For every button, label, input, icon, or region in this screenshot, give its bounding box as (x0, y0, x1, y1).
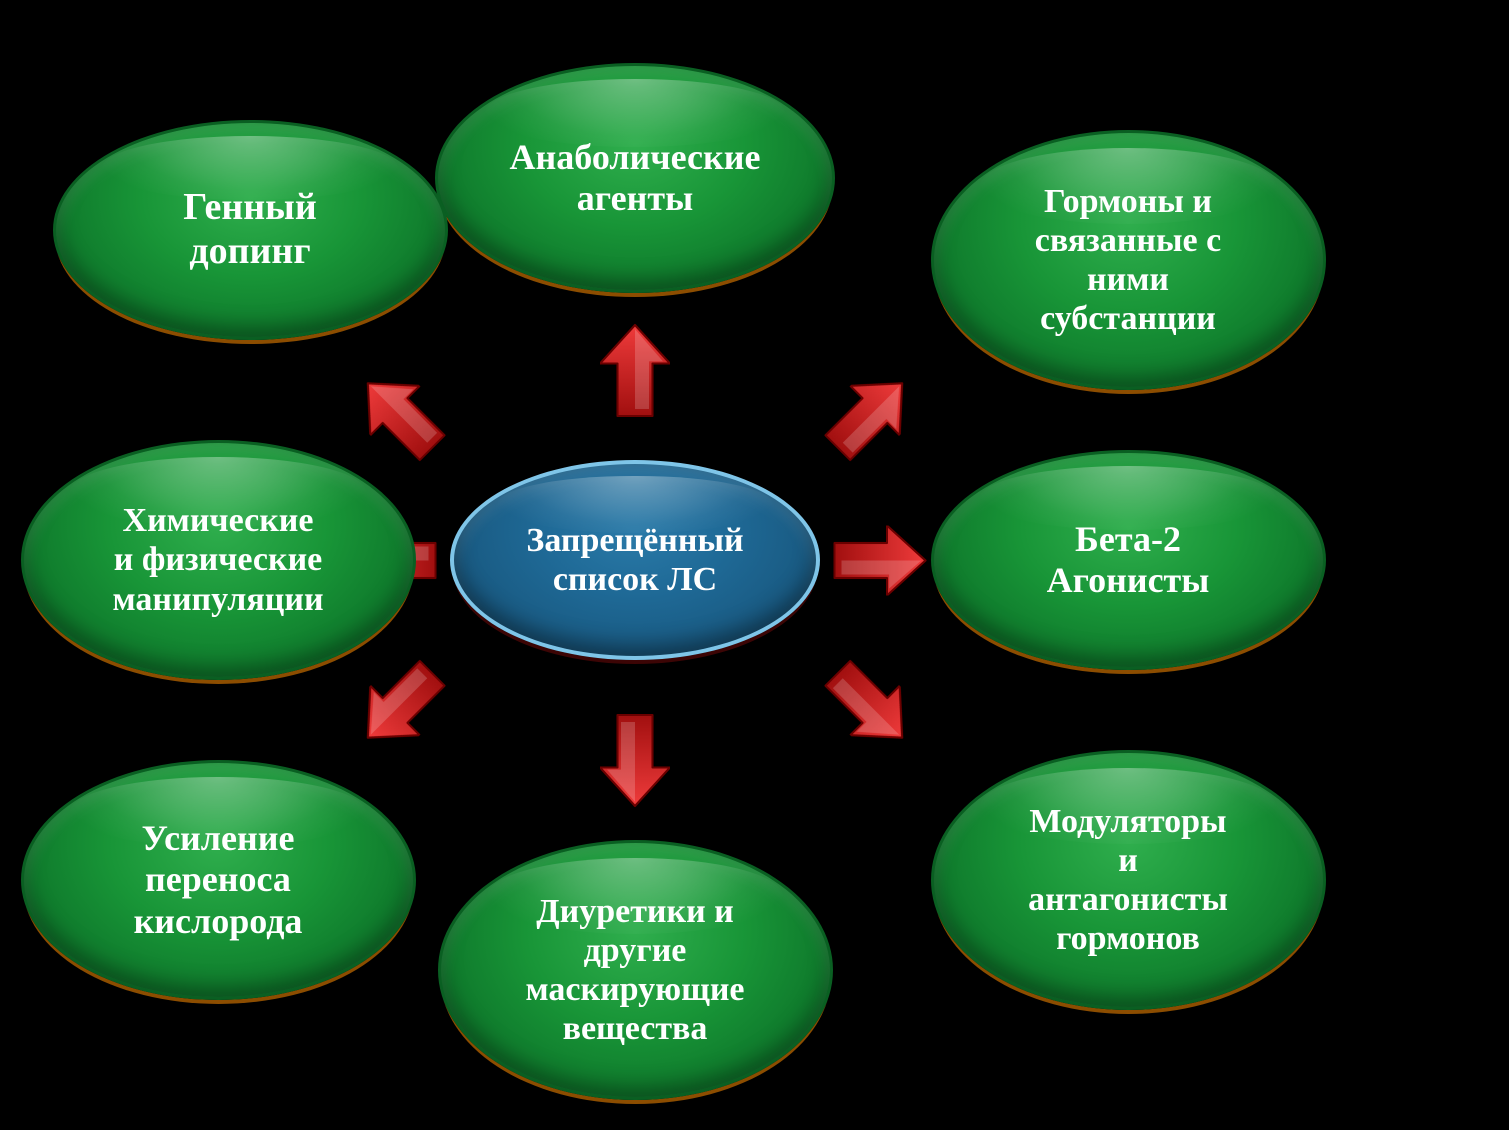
outer-node-oxygen: Усиление переноса кислорода (21, 760, 416, 1000)
arrow-to-anabolic (600, 323, 670, 418)
outer-node-anabolic-label: Анаболические агенты (492, 137, 779, 220)
outer-node-anabolic: Анаболические агенты (435, 63, 835, 293)
outer-node-diuretics-label: Диуретики и другие маскирующие вещества (507, 892, 762, 1048)
arrow-to-beta2 (833, 525, 928, 595)
arrow-to-hormones (812, 357, 929, 474)
arrow-to-modulators (812, 647, 929, 764)
arrow-to-oxygen (342, 647, 459, 764)
outer-node-hormones: Гормоны и связанные с ними субстанции (931, 130, 1326, 390)
outer-node-beta2-label: Бета-2 Агонисты (1029, 519, 1228, 602)
outer-node-modulators: Модуляторы и антагонисты гормонов (931, 750, 1326, 1010)
outer-node-chemphys-label: Химические и физические манипуляции (94, 501, 341, 618)
outer-node-diuretics: Диуретики и другие маскирующие вещества (438, 840, 833, 1100)
outer-node-gene: Генный допинг (53, 120, 448, 340)
arrow-to-gene (342, 357, 459, 474)
outer-node-modulators-label: Модуляторы и антагонисты гормонов (1010, 802, 1246, 958)
arrow-to-diuretics (600, 713, 670, 808)
center-node: Запрещённый список ЛС (450, 460, 820, 660)
outer-node-oxygen-label: Усиление переноса кислорода (116, 818, 321, 942)
outer-node-chemphys: Химические и физические манипуляции (21, 440, 416, 680)
outer-node-hormones-label: Гормоны и связанные с ними субстанции (1017, 182, 1239, 338)
outer-node-beta2: Бета-2 Агонисты (931, 450, 1326, 670)
diagram-stage: Анаболические агенты Гормоны и связанные … (0, 0, 1509, 1130)
center-node-label: Запрещённый список ЛС (508, 521, 761, 599)
outer-node-gene-label: Генный допинг (165, 186, 335, 273)
